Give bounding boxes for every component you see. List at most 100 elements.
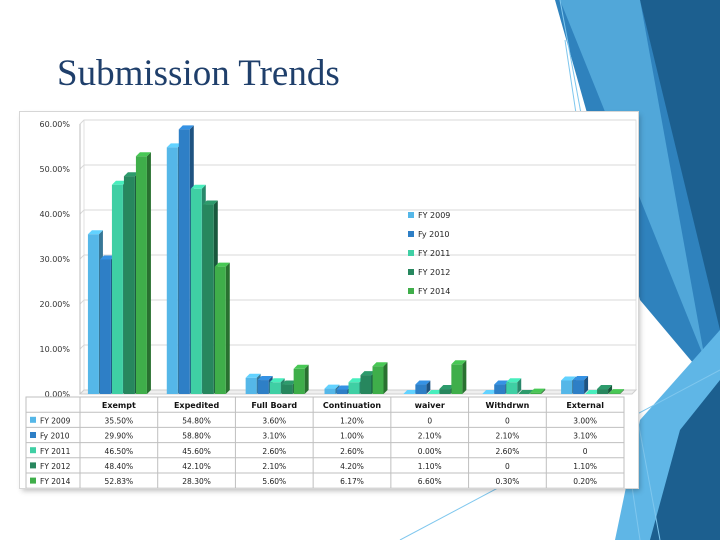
gridline-side xyxy=(79,344,85,350)
bar xyxy=(561,380,573,394)
bar xyxy=(202,204,214,394)
table-series-name: FY 2011 xyxy=(40,447,71,456)
bar-top xyxy=(561,376,577,381)
table-cell-value: 4.20% xyxy=(340,462,364,471)
legend-label: Fy 2010 xyxy=(418,230,450,239)
submission-trends-chart: 0.00% 10.00% 20.00% 30.00% 40.00% 50.00% 60.00… xyxy=(25,119,638,488)
table-cell-value: 58.80% xyxy=(182,432,211,441)
y-tick-label: 10.00% xyxy=(39,345,70,354)
bar xyxy=(214,266,226,394)
bar-top xyxy=(324,384,340,389)
category-label: Full Board xyxy=(251,401,297,410)
table-cell-value: 2.60% xyxy=(496,447,520,456)
table-series-name: FY 2012 xyxy=(40,462,71,471)
bar-side xyxy=(146,152,151,394)
table-cell-value: 0 xyxy=(427,416,432,425)
bar-top xyxy=(518,390,534,394)
bar-side xyxy=(383,362,388,394)
bar-side xyxy=(584,376,589,394)
bar-top xyxy=(293,364,309,369)
bar-top xyxy=(190,184,206,189)
bar-top xyxy=(245,373,261,378)
table-cell-value: 0.00% xyxy=(418,447,442,456)
bar xyxy=(245,377,257,394)
bar-top xyxy=(87,230,103,235)
table-cell-value: 52.83% xyxy=(105,477,134,486)
bar xyxy=(609,393,621,394)
y-tick-label: 50.00% xyxy=(39,165,70,174)
bar-top xyxy=(360,371,376,376)
bar xyxy=(494,384,506,394)
table-cell-value: 3.60% xyxy=(262,416,286,425)
bar xyxy=(111,184,123,394)
table-cell-value: 42.10% xyxy=(182,462,211,471)
bar xyxy=(324,388,336,394)
bar xyxy=(451,364,463,394)
table-cell-value: 0.30% xyxy=(496,477,520,486)
gridline-side xyxy=(79,164,85,170)
legend-swatch xyxy=(408,212,414,218)
table-cell-value: 28.30% xyxy=(182,477,211,486)
table-series-name: FY 2009 xyxy=(40,416,71,425)
bar-top xyxy=(202,200,218,205)
bar-top xyxy=(403,390,419,394)
gridline-side xyxy=(79,299,85,305)
table-cell-value: 46.50% xyxy=(105,447,134,456)
bar-side xyxy=(620,389,625,394)
table-cell-value: 1.00% xyxy=(340,432,364,441)
table-cell-value: 35.50% xyxy=(105,416,134,425)
bar xyxy=(178,129,190,394)
table-cell-value: 1.10% xyxy=(573,462,597,471)
deco-shape-bottom-dark xyxy=(650,380,720,540)
category-label: Expedited xyxy=(174,401,219,410)
table-series-name: FY 2014 xyxy=(40,477,71,486)
y-tick-label: 40.00% xyxy=(39,210,70,219)
bar-top xyxy=(269,378,285,383)
bar xyxy=(99,259,111,394)
bar xyxy=(87,234,99,394)
bar-top xyxy=(257,376,273,381)
bar xyxy=(336,389,348,394)
table-cell-value: 3.10% xyxy=(573,432,597,441)
y-tick-label: 30.00% xyxy=(39,255,70,264)
legend-swatch xyxy=(408,231,414,237)
bar-side xyxy=(608,385,613,394)
table-series-swatch xyxy=(30,416,36,423)
bar xyxy=(166,147,178,394)
table-cell-value: 1.10% xyxy=(418,462,442,471)
bar-top xyxy=(585,390,601,394)
table-cell-value: 0 xyxy=(505,462,510,471)
bar xyxy=(281,384,293,394)
table-cell-value: 29.90% xyxy=(105,432,134,441)
category-label: Exempt xyxy=(102,401,136,410)
table-series-name: Fy 2010 xyxy=(40,432,70,441)
gridline-side xyxy=(79,254,85,260)
bar xyxy=(360,375,372,394)
bar xyxy=(123,176,135,394)
bar-top xyxy=(348,378,364,383)
bar xyxy=(135,156,147,394)
table-cell-value: 0 xyxy=(583,447,588,456)
table-series-swatch xyxy=(30,432,36,438)
bar-top xyxy=(494,380,510,385)
bar xyxy=(269,382,281,394)
table-cell-value: 6.17% xyxy=(340,477,364,486)
bar xyxy=(257,380,269,394)
bar-top xyxy=(99,255,115,260)
bar-top xyxy=(573,376,589,381)
category-label: waiver xyxy=(415,401,445,410)
table-series-swatch xyxy=(30,462,36,469)
legend-label: FY 2009 xyxy=(418,211,450,220)
table-cell-value: 3.00% xyxy=(573,416,597,425)
bar xyxy=(372,366,384,394)
table-cell-value: 5.60% xyxy=(262,477,286,486)
table-cell-value: 2.10% xyxy=(262,462,286,471)
bar-top xyxy=(451,360,467,365)
bar-top xyxy=(482,390,498,394)
category-label: External xyxy=(566,401,604,410)
table-series-swatch xyxy=(30,477,36,484)
gridline-side xyxy=(79,209,85,215)
table-cell-value: 6.60% xyxy=(418,477,442,486)
table-cell-value: 2.60% xyxy=(262,447,286,456)
bar-top xyxy=(427,390,443,394)
